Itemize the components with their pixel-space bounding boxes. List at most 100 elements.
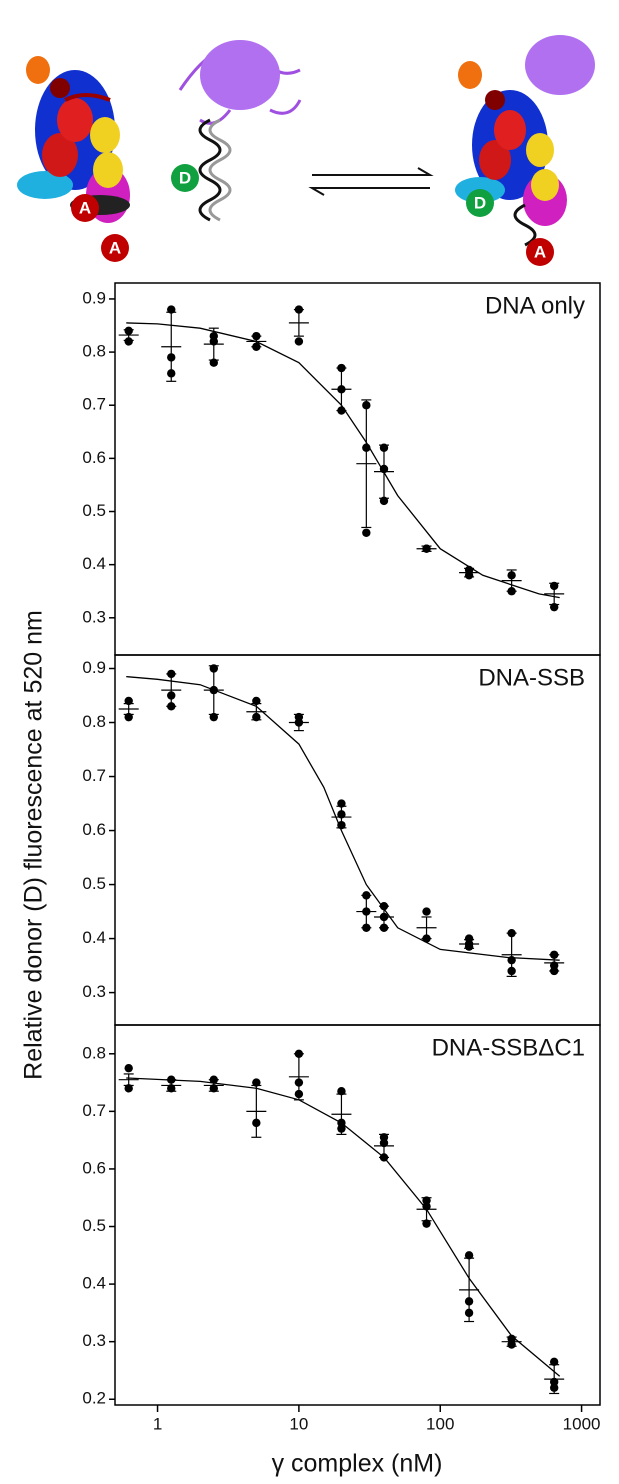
replicate-point <box>337 820 346 830</box>
replicate-point <box>167 369 176 378</box>
panel-title: DNA only <box>485 292 585 319</box>
replicate-point <box>362 528 371 537</box>
replicate-point <box>209 1075 218 1084</box>
y-tick-label: 0.7 <box>82 766 106 785</box>
y-tick-label: 0.3 <box>82 982 106 1001</box>
replicate-point <box>167 702 176 711</box>
replicate-point <box>337 799 346 808</box>
replicate-point <box>549 581 559 591</box>
replicate-point <box>507 928 516 938</box>
y-tick-label: 0.8 <box>82 342 106 361</box>
replicate-point <box>379 443 389 452</box>
replicate-point <box>422 1202 431 1211</box>
y-tick-label: 0.3 <box>82 607 106 626</box>
acceptor-label: A <box>534 242 546 261</box>
replicate-point <box>337 385 346 394</box>
y-tick-label: 0.5 <box>82 874 106 893</box>
replicate-point <box>464 1308 474 1318</box>
replicate-point <box>379 1138 389 1148</box>
replicate-point <box>337 1118 346 1128</box>
replicate-point <box>507 1334 516 1343</box>
replicate-point <box>507 966 516 976</box>
donor-label: D <box>474 193 486 212</box>
replicate-point <box>362 401 371 410</box>
x-axis-label: γ complex (nM) <box>272 1450 443 1478</box>
y-tick-label: 0.7 <box>82 395 106 414</box>
replicate-point <box>549 966 559 976</box>
replicate-point <box>337 1124 346 1133</box>
fit-curve <box>126 1077 561 1377</box>
replicate-point <box>422 544 431 553</box>
y-tick-label: 0.6 <box>82 448 106 467</box>
replicate-point <box>507 1340 516 1349</box>
replicate-point <box>209 712 218 722</box>
y-tick-label: 0.5 <box>82 501 106 520</box>
fit-curve <box>126 322 560 599</box>
acceptor-label: A <box>109 238 121 257</box>
replicate-point <box>209 685 218 695</box>
replicate-point <box>124 696 133 706</box>
replicate-point <box>379 1153 389 1162</box>
replicate-point <box>379 496 389 506</box>
replicate-point <box>507 955 516 965</box>
replicate-point <box>294 337 304 346</box>
replicate-point <box>294 718 304 727</box>
y-tick-label: 0.2 <box>82 1389 106 1408</box>
y-tick-label: 0.4 <box>82 554 106 573</box>
replicate-point <box>209 358 218 367</box>
replicate-point <box>167 1084 176 1093</box>
replicate-point <box>422 934 431 943</box>
donor-label: D <box>179 168 191 187</box>
replicate-point <box>124 1084 133 1093</box>
replicate-point <box>362 923 371 932</box>
y-axis-label: Relative donor (D) fluorescence at 520 n… <box>20 610 48 1080</box>
replicate-point <box>549 602 559 612</box>
replicate-point <box>549 950 559 959</box>
replicate-point <box>464 1297 474 1306</box>
replicate-point <box>379 464 389 474</box>
replicate-point <box>379 1133 389 1142</box>
x-tick-label: 10 <box>289 1414 308 1433</box>
replicate-point <box>362 443 371 452</box>
replicate-point <box>422 1219 431 1228</box>
replicate-point <box>549 1357 559 1367</box>
replicate-point <box>124 1063 133 1073</box>
y-tick-label: 0.3 <box>82 1331 106 1350</box>
replicate-point <box>464 1251 474 1260</box>
replicate-point <box>252 696 261 706</box>
y-tick-label: 0.8 <box>82 712 106 731</box>
replicate-point <box>422 907 431 916</box>
plot-frame <box>114 1024 601 1406</box>
replicate-point <box>362 907 371 916</box>
replicate-point <box>422 1196 431 1205</box>
y-tick-label: 0.8 <box>82 1043 106 1062</box>
replicate-point <box>252 1118 261 1128</box>
plot-frame <box>114 654 601 1026</box>
y-tick-label: 0.5 <box>82 1216 106 1235</box>
replicate-point <box>294 305 304 314</box>
replicate-point <box>294 1089 304 1099</box>
replicate-point <box>252 331 261 341</box>
y-tick-label: 0.7 <box>82 1101 106 1120</box>
y-tick-label: 0.9 <box>82 288 106 307</box>
replicate-point <box>252 712 261 722</box>
x-tick-label: 100 <box>426 1414 454 1433</box>
replicate-point <box>167 305 176 314</box>
x-tick-label: 1 <box>153 1414 162 1433</box>
replicate-point <box>549 1383 559 1392</box>
replicate-point <box>167 353 176 362</box>
replicate-point <box>252 342 261 351</box>
replicate-point <box>209 1084 218 1093</box>
y-tick-label: 0.9 <box>82 658 106 677</box>
replicate-point <box>167 669 176 679</box>
replicate-point <box>337 1087 346 1096</box>
replicate-point <box>464 571 474 580</box>
replicate-point <box>379 923 389 932</box>
x-tick-label: 1000 <box>563 1414 601 1433</box>
y-tick-label: 0.6 <box>82 1158 106 1177</box>
y-tick-label: 0.6 <box>82 820 106 839</box>
replicate-point <box>294 1049 304 1058</box>
replicate-point <box>294 1078 304 1087</box>
panel-title: DNA-SSB <box>478 664 585 691</box>
replicate-point <box>464 942 474 951</box>
